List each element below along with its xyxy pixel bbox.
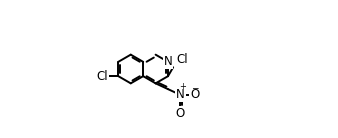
Text: N: N	[164, 55, 172, 68]
Text: N: N	[176, 88, 185, 101]
Text: Cl: Cl	[96, 70, 108, 83]
Text: +: +	[179, 83, 186, 91]
Text: O: O	[176, 107, 185, 120]
Text: Cl: Cl	[176, 53, 188, 66]
Text: −: −	[191, 83, 198, 92]
Text: O: O	[190, 88, 199, 101]
